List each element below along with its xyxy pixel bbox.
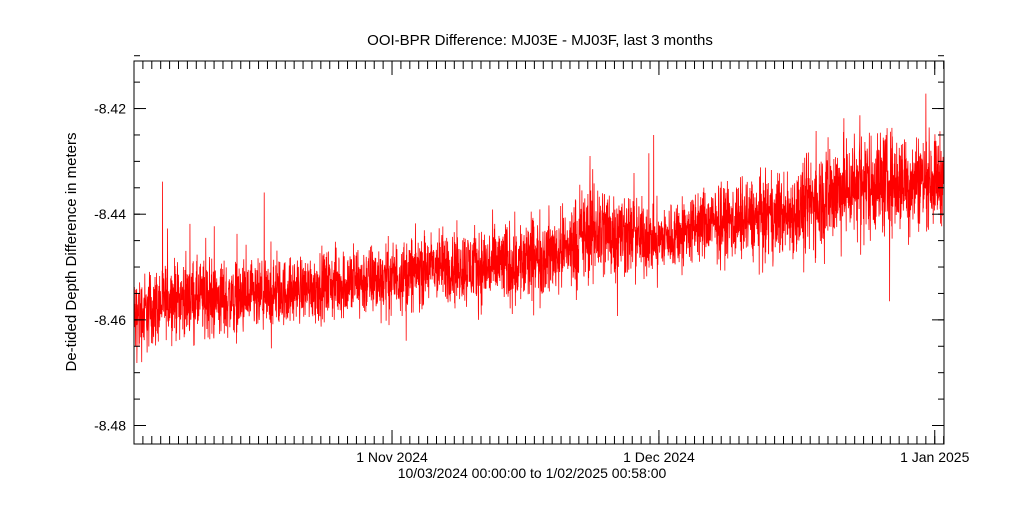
chart-title: OOI-BPR Difference: MJ03E - MJ03F, last … (367, 32, 713, 49)
x-axis-ticks: 1 Nov 2024 1 Dec 2024 1 Jan 2025 (356, 61, 970, 465)
y-tick-label: -8.46 (94, 312, 126, 328)
plot-frame (133, 60, 945, 445)
y-tick-label: -8.42 (94, 101, 126, 117)
y-axis-label: De-tided Depth Difference in meters (63, 132, 80, 371)
data-series-line (134, 93, 944, 364)
x-axis-range-label: 10/03/2024 00:00:00 to 1/02/2025 00:58:0… (398, 465, 667, 481)
minor-ticks-group (133, 55, 945, 444)
x-tick-label: 1 Dec 2024 (623, 449, 695, 465)
y-tick-label: -8.48 (94, 418, 126, 434)
x-tick-label: 1 Jan 2025 (900, 449, 969, 465)
y-axis-ticks: -8.42 -8.44 -8.46 -8.48 (94, 101, 944, 434)
data-series-group (134, 93, 944, 364)
x-tick-label: 1 Nov 2024 (356, 449, 428, 465)
y-tick-label: -8.44 (94, 206, 126, 222)
